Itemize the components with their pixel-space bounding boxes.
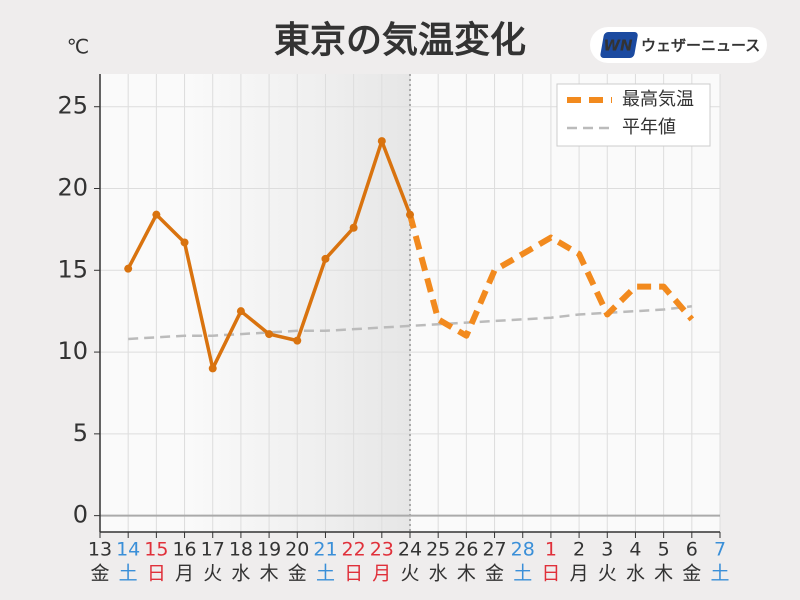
- x-tick-label: 24: [398, 539, 422, 561]
- point: [293, 336, 302, 345]
- y-tick-label: 25: [57, 92, 88, 120]
- x-tick-label: 23: [370, 539, 394, 561]
- weekday-label: 日: [344, 563, 363, 585]
- point: [406, 210, 414, 219]
- weekday-label: 水: [429, 563, 448, 585]
- logo: WN ウェザーニュース: [590, 27, 767, 63]
- x-tick-label: 4: [629, 539, 641, 561]
- x-tick-label: 7: [714, 539, 726, 561]
- weekday-label: 日: [541, 563, 560, 585]
- x-tick-label: 22: [342, 539, 366, 561]
- weekday-label: 水: [231, 563, 250, 585]
- legend-label: 平年値: [622, 117, 676, 138]
- point: [152, 210, 161, 219]
- x-tick-label: 14: [116, 539, 140, 561]
- weekday-label: 木: [457, 563, 476, 585]
- logo-badge: [600, 32, 638, 58]
- chart-title: 東京の気温変化: [274, 19, 526, 61]
- weekday-label: 月: [175, 563, 194, 585]
- x-tick-label: 2: [573, 539, 585, 561]
- weekday-label: 土: [316, 563, 335, 585]
- x-tick-label: 5: [658, 539, 670, 561]
- point: [377, 137, 386, 146]
- x-tick-label: 13: [88, 539, 112, 561]
- point: [321, 254, 330, 263]
- weekday-label: 金: [288, 563, 307, 585]
- point: [180, 238, 189, 247]
- point: [236, 307, 245, 316]
- x-tick-label: 15: [144, 539, 168, 561]
- x-tick-label: 19: [257, 539, 281, 561]
- logo-text: ウェザーニュース: [641, 37, 760, 55]
- x-tick-label: 26: [454, 539, 478, 561]
- legend-label: 最高気温: [622, 89, 694, 110]
- x-tick-label: 27: [482, 539, 506, 561]
- weekday-label: 火: [203, 563, 222, 585]
- y-tick-label: 5: [73, 419, 88, 447]
- weekday-label: 木: [654, 563, 673, 585]
- weekday-label: 日: [147, 563, 166, 585]
- point: [208, 364, 217, 373]
- weekday-label: 火: [400, 563, 419, 585]
- y-tick-label: 20: [57, 174, 88, 202]
- weekday-label: 土: [513, 563, 532, 585]
- y-tick-label: 10: [57, 337, 88, 365]
- y-unit: ℃: [67, 35, 89, 59]
- x-tick-label: 28: [511, 539, 535, 561]
- x-tick-label: 1: [545, 539, 557, 561]
- point: [265, 330, 274, 339]
- weekday-label: 金: [90, 563, 109, 585]
- weekday-label: 月: [570, 563, 589, 585]
- x-tick-label: 21: [313, 539, 337, 561]
- y-tick-label: 15: [57, 255, 88, 283]
- weekday-label: 水: [626, 563, 645, 585]
- point: [124, 264, 133, 273]
- weekday-label: 木: [260, 563, 279, 585]
- x-tick-label: 3: [601, 539, 613, 561]
- x-tick-label: 18: [229, 539, 253, 561]
- x-tick-label: 25: [426, 539, 450, 561]
- legend-box: [556, 83, 711, 147]
- weekday-label: 月: [372, 563, 391, 585]
- weekday-label: 土: [710, 563, 729, 585]
- logo-mark: WN: [603, 37, 633, 55]
- y-tick-label: 0: [73, 501, 88, 529]
- point: [349, 223, 358, 232]
- weekday-label: 火: [598, 563, 617, 585]
- x-tick-label: 6: [686, 539, 698, 561]
- series-line: [128, 305, 692, 341]
- x-tick-label: 20: [285, 539, 309, 561]
- x-tick-label: 16: [172, 539, 196, 561]
- weekday-label: 金: [682, 563, 701, 585]
- series-line: [407, 213, 695, 339]
- x-tick-label: 17: [201, 539, 225, 561]
- weekday-label: 土: [119, 563, 138, 585]
- weekday-label: 金: [485, 563, 504, 585]
